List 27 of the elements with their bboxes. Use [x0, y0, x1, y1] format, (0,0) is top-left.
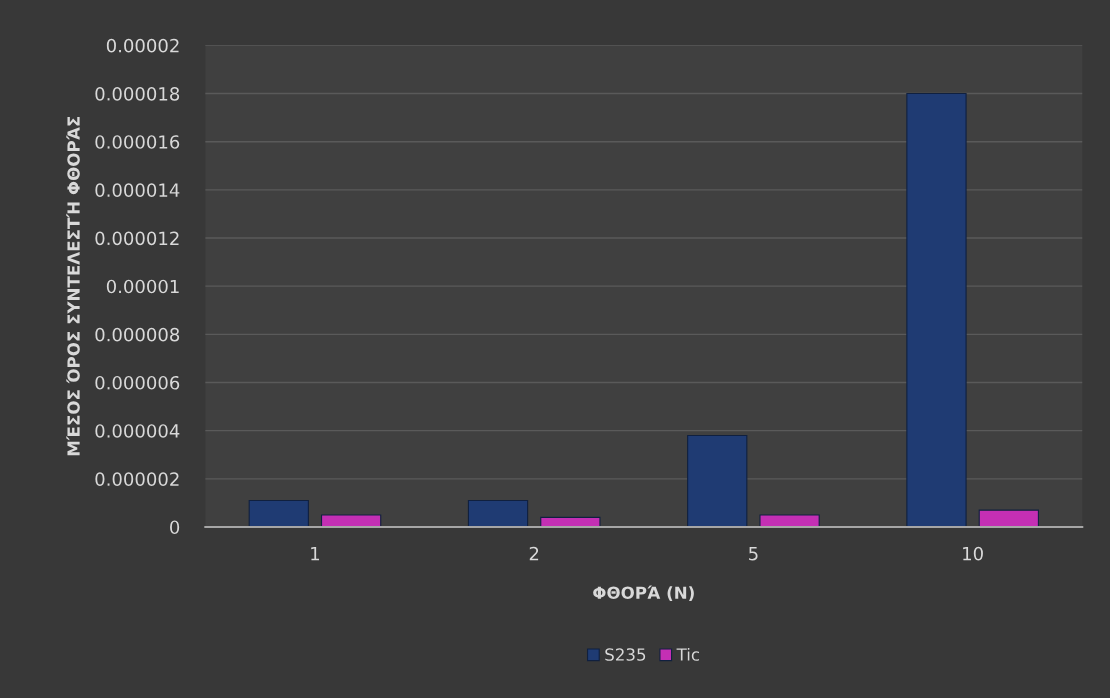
- bar: [540, 516, 601, 527]
- bar: [759, 514, 820, 527]
- y-tick-label: 0.000002: [95, 472, 179, 486]
- bar: [978, 509, 1039, 527]
- y-tick-label: 0.000016: [95, 135, 180, 149]
- bar: [467, 499, 529, 527]
- legend-label: S235: [605, 648, 646, 661]
- bar: [320, 514, 382, 527]
- y-tick-label: 0.00001: [106, 279, 179, 294]
- y-tick-label: 0.000008: [95, 327, 180, 342]
- y-tick-label: 0.00002: [106, 38, 179, 53]
- y-axis-title: ΜΈΣΟΣ ΌΡΟΣ ΣΥΝΤΕΛΕΣΤΉ ΦΘΟΡΆΣ: [66, 116, 80, 456]
- legend-label: Tic: [676, 647, 700, 661]
- y-tick-label: 0.000006: [95, 375, 180, 390]
- x-tick-label: 2: [529, 546, 539, 561]
- bar: [906, 92, 967, 527]
- y-tick-label: 0: [170, 520, 180, 535]
- y-tick-label: 0.000014: [95, 183, 180, 197]
- x-tick-label: 10: [963, 546, 983, 561]
- y-tick-label: 0.000012: [95, 231, 179, 246]
- x-tick-label: 5: [749, 546, 758, 561]
- bar: [248, 499, 309, 527]
- x-tick-label: 1: [311, 546, 320, 561]
- y-tick-label: 0.000004: [95, 424, 180, 438]
- x-axis-title: ΦΘΟΡΆ (N): [593, 585, 694, 601]
- y-tick-label: 0.000018: [95, 86, 180, 101]
- bar: [687, 434, 748, 527]
